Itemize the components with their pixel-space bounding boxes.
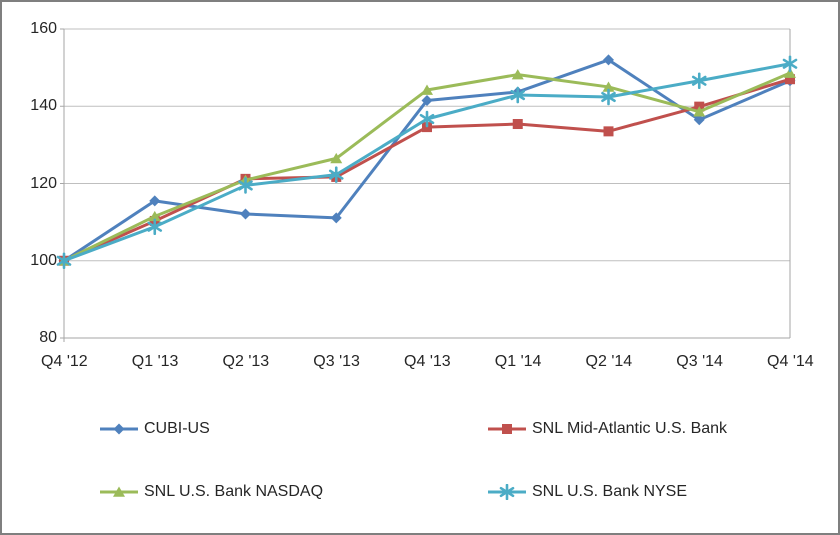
y-tick-label: 120 [30,175,57,192]
legend-item-cubi-us: CUBI-US [99,419,210,439]
legend-label: SNL U.S. Bank NASDAQ [144,483,324,500]
legend-label: CUBI-US [144,420,210,437]
x-tick-label: Q4 '14 [767,353,814,370]
legend-item-snl-nasdaq: SNL U.S. Bank NASDAQ [99,482,323,502]
y-tick-label: 140 [30,97,57,114]
x-tick-label: Q1 '13 [131,353,179,370]
x-tick-label: Q3 '13 [313,353,360,370]
x-axis-labels: Q4 '12 Q1 '13 Q2 '13 Q3 '13 Q4 '13 Q1 '1… [19,353,836,371]
x-tick-label: Q4 '12 [41,353,88,370]
snl-nasdaq-line-marker-icon [100,486,138,497]
legend-item-snl-mid-atlantic: SNL Mid-Atlantic U.S. Bank [487,419,727,439]
cubi-us-line-marker-icon [100,423,138,435]
x-tick-label: Q4 '13 [404,353,451,370]
x-tick-label: Q2 '14 [585,353,633,370]
x-tick-label: Q1 '14 [494,353,542,370]
snl-nyse-line-marker-icon [488,484,526,500]
y-tick-label: 100 [30,252,57,269]
snl-mid-atlantic-line-marker-icon [488,424,526,434]
legend-label: SNL Mid-Atlantic U.S. Bank [532,420,728,437]
x-tick-label: Q2 '13 [222,353,270,370]
x-tick-label: Q3 '14 [676,353,723,370]
legend-label: SNL U.S. Bank NYSE [532,483,688,500]
y-tick-label: 160 [30,20,57,37]
legend-item-snl-nyse: SNL U.S. Bank NYSE [487,482,687,502]
y-tick-label: 80 [39,329,57,346]
